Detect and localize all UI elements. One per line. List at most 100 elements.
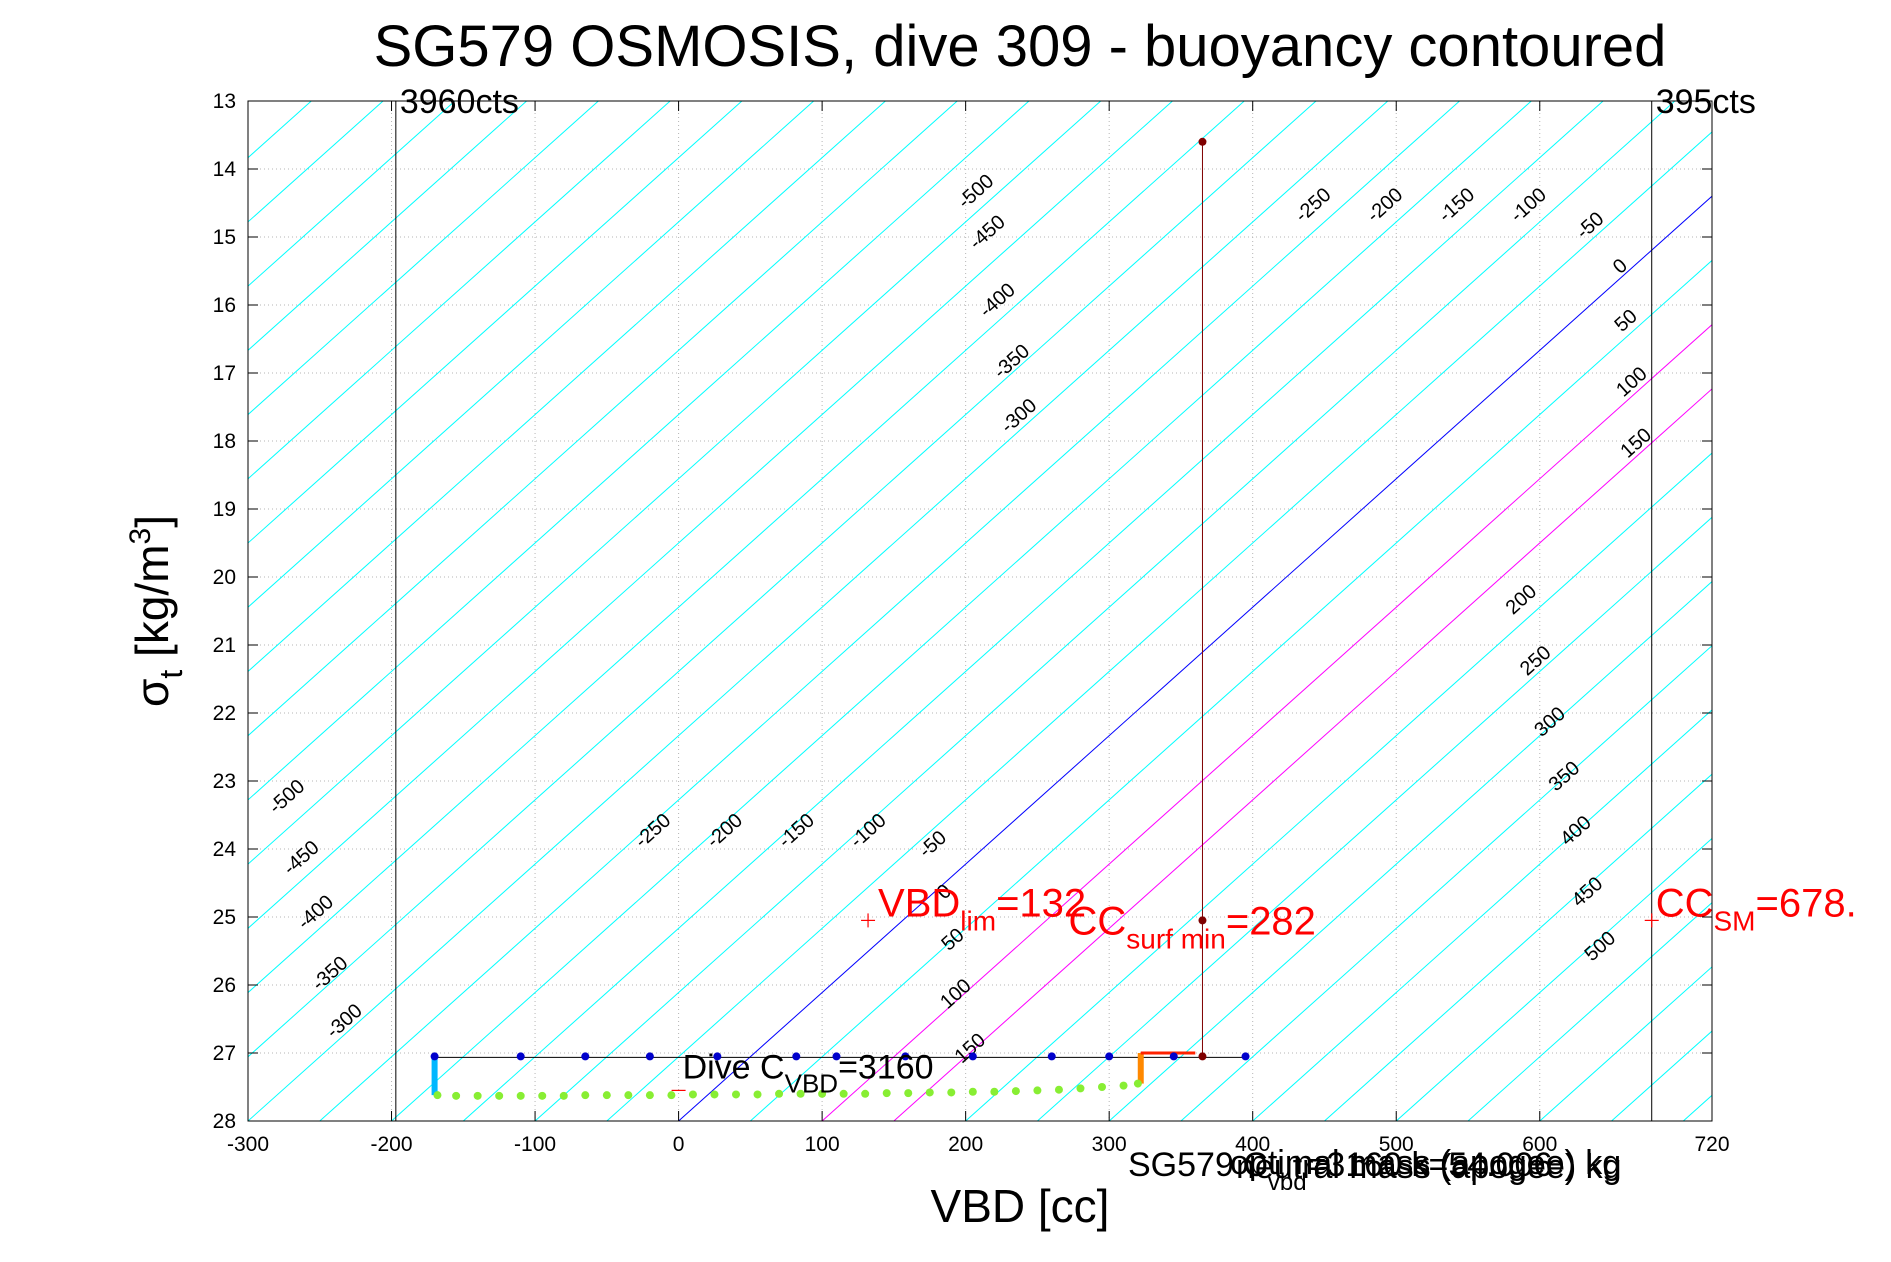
cc-surf-min-label: CCsurf min=282 — [1068, 899, 1315, 954]
contour-cyan — [1467, 901, 1712, 1121]
climb-point — [968, 1087, 977, 1096]
climb-point — [710, 1090, 719, 1099]
dive-point — [430, 1052, 439, 1061]
contour-label: 250 — [1516, 642, 1556, 681]
contour-label: -400 — [975, 279, 1020, 322]
contour-label: -200 — [703, 809, 748, 852]
x-tick-label: -100 — [514, 1133, 556, 1156]
contour-cyan — [248, 101, 1174, 930]
climb-point — [990, 1087, 999, 1096]
climb-point — [861, 1089, 870, 1098]
climb-point — [796, 1089, 805, 1098]
contour-cyan — [1252, 709, 1712, 1121]
contour-label: 100 — [936, 975, 976, 1014]
dive-point — [1169, 1052, 1178, 1061]
contour-cyan — [248, 101, 1389, 1121]
x-tick-label: 200 — [948, 1133, 983, 1156]
dive-point — [645, 1052, 654, 1061]
x-tick-label: 300 — [1092, 1133, 1127, 1156]
climb-point — [433, 1091, 442, 1100]
y-tick-label: 25 — [213, 906, 236, 929]
contour-label: -350 — [308, 952, 353, 995]
climb-point — [538, 1091, 547, 1100]
contour-label: -100 — [846, 809, 891, 852]
climb-point — [947, 1088, 956, 1097]
climb-point — [818, 1089, 827, 1098]
y-axis-label: σt [kg/m3] — [124, 515, 189, 707]
climb-point — [1033, 1086, 1042, 1095]
contour-zero — [678, 195, 1712, 1121]
contour-cyan — [1108, 580, 1712, 1121]
contour-cyan — [1682, 1094, 1712, 1121]
contour-cyan — [248, 101, 815, 608]
y-tick-label: 15 — [213, 226, 236, 249]
climb-point — [1119, 1081, 1128, 1090]
dive-point — [832, 1052, 841, 1061]
climb-point — [516, 1091, 525, 1100]
dive-point — [713, 1052, 722, 1061]
climb-point — [645, 1091, 654, 1100]
x-tick-label: 100 — [805, 1133, 840, 1156]
plot-frame — [247, 100, 1713, 1122]
contour-cyan — [248, 101, 1317, 1058]
dive-point — [1047, 1052, 1056, 1061]
contour-cyan — [462, 101, 1604, 1121]
grid-lines — [247, 100, 1713, 1122]
contour-cyan — [965, 452, 1712, 1121]
y-tick-label: 24 — [213, 838, 237, 861]
optimal-mass-label: optimal mass (apogee) kg — [1230, 1144, 1621, 1182]
x-tick-label: 600 — [1522, 1133, 1557, 1156]
x-tick-label: 400 — [1235, 1133, 1270, 1156]
climb-point — [904, 1089, 913, 1098]
x-tick-label: 720 — [1694, 1133, 1729, 1156]
contour-cyan — [248, 101, 1030, 801]
climb-point — [1133, 1079, 1142, 1088]
neutral-mass-label: neutral mass (apogee) kg — [1236, 1148, 1622, 1186]
contour-label: 500 — [1581, 927, 1621, 966]
contour-cyan — [1180, 645, 1712, 1121]
vbd-limit-lines: 3960cts 395cts — [395, 83, 1756, 1121]
dive-point — [1241, 1052, 1250, 1061]
surface-point — [1198, 1052, 1207, 1061]
contour-label: 300 — [1530, 703, 1570, 742]
contour-label: -150 — [1435, 184, 1480, 227]
contour-cyan — [248, 101, 887, 673]
dive-point — [792, 1052, 801, 1061]
climb-point — [581, 1091, 590, 1100]
contour-cyan — [248, 101, 743, 544]
dive-point — [968, 1052, 977, 1061]
climb-point — [473, 1091, 482, 1100]
vbd-limit-label: 395cts — [1656, 83, 1756, 121]
contour-cyan — [248, 101, 1246, 994]
y-tick-label: 22 — [213, 702, 236, 725]
dive-point — [901, 1052, 910, 1061]
y-tick-label: 26 — [213, 974, 236, 997]
contour-label: -500 — [265, 775, 310, 818]
contour-label: -500 — [954, 170, 999, 213]
x-tick-label: 500 — [1379, 1133, 1414, 1156]
contour-label: 450 — [1568, 873, 1608, 912]
dive-point — [581, 1052, 590, 1061]
climb-point — [1011, 1087, 1020, 1096]
contour-label: -400 — [294, 891, 339, 934]
contour-cyan — [534, 101, 1676, 1121]
contour-label: -300 — [322, 1000, 367, 1043]
dive-point — [516, 1052, 525, 1061]
contour-label: -450 — [965, 211, 1010, 254]
climb-point — [775, 1089, 784, 1098]
y-tick-label: 17 — [213, 362, 236, 385]
climb-point — [1098, 1083, 1106, 1091]
surface-point — [1198, 137, 1207, 146]
contour-cyan — [319, 101, 1461, 1121]
contour-label: -100 — [1506, 184, 1551, 227]
contour-label: 200 — [1502, 580, 1542, 619]
y-tick-label: 20 — [213, 566, 236, 589]
x-tick-label: -300 — [227, 1133, 269, 1156]
contour-cyan — [248, 101, 1102, 865]
contour-cyan — [1395, 837, 1712, 1121]
climb-point — [452, 1091, 461, 1100]
contour-cyan — [750, 259, 1712, 1121]
contour-label: 50 — [1611, 305, 1642, 336]
contour-cyan — [391, 101, 1533, 1121]
vbd-min-label: VBDlim=132 — [878, 881, 1086, 936]
